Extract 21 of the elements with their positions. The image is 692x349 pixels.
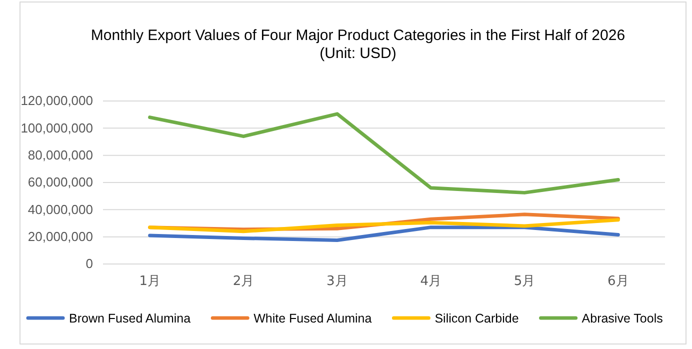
y-tick-label: 80,000,000 <box>28 147 93 162</box>
legend-label: Silicon Carbide <box>434 312 519 326</box>
x-tick-label: 2月 <box>232 274 254 290</box>
x-tick-label: 3月 <box>326 274 348 290</box>
y-tick-label: 120,000,000 <box>20 93 93 108</box>
y-tick-label: 0 <box>86 256 93 272</box>
x-tick-label: 1月 <box>139 274 160 290</box>
legend-label: Brown Fused Alumina <box>69 312 191 326</box>
chart-title: Monthly Export Values of Four Major Product Categories in the First Half of 2026 (Unit: USD) <box>90 27 626 62</box>
legend-label: White Fused Alumina <box>254 312 372 326</box>
line-series <box>148 112 620 194</box>
legend-label: Abrasive Tools <box>582 312 663 326</box>
x-tick-label: 4月 <box>420 274 442 290</box>
y-tick-label: 60,000,000 <box>28 174 93 190</box>
y-tick-label: 100,000,000 <box>20 120 93 136</box>
line-series <box>148 226 620 242</box>
x-tick-label: 6月 <box>608 274 629 290</box>
line-series <box>148 218 620 234</box>
x-tick-label: 5月 <box>514 274 536 290</box>
y-tick-label: 20,000,000 <box>28 228 93 244</box>
y-tick-label: 40,000,000 <box>28 202 93 217</box>
